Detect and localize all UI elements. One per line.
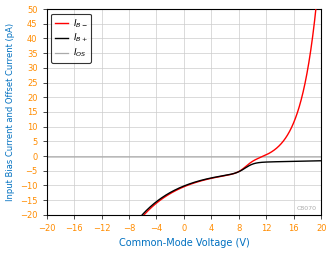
Line: $I_{B-}$: $I_{B-}$ xyxy=(46,161,321,254)
$I_{OS}$ xyxy=(44,155,48,158)
Line: $I_{B+}$: $I_{B+}$ xyxy=(46,0,321,254)
$I_{OS}$ xyxy=(171,155,175,158)
$I_{B+}$ xyxy=(261,155,265,158)
Text: C8070: C8070 xyxy=(297,206,317,211)
$I_{B+}$ xyxy=(311,31,315,35)
X-axis label: Common-Mode Voltage (V): Common-Mode Voltage (V) xyxy=(119,239,249,248)
$I_{B-}$ xyxy=(319,159,323,162)
$I_{B-}$ xyxy=(171,189,175,193)
Y-axis label: Input Bias Current and Offset Current (pA): Input Bias Current and Offset Current (p… xyxy=(6,23,15,201)
$I_{OS}$ xyxy=(178,155,182,158)
$I_{B-}$ xyxy=(311,160,315,163)
$I_{B-}$ xyxy=(261,161,265,164)
$I_{B-}$ xyxy=(178,186,182,189)
$I_{B-}$ xyxy=(311,160,315,163)
$I_{B+}$ xyxy=(311,30,315,34)
Legend: $I_{B-}$, $I_{B+}$, $I_{OS}$: $I_{B-}$, $I_{B+}$, $I_{OS}$ xyxy=(51,13,91,63)
$I_{OS}$ xyxy=(261,155,265,158)
$I_{OS}$ xyxy=(311,155,315,158)
$I_{B+}$ xyxy=(178,187,182,190)
$I_{OS}$ xyxy=(59,155,63,158)
$I_{OS}$ xyxy=(319,155,323,158)
$I_{B+}$ xyxy=(171,190,175,194)
$I_{OS}$ xyxy=(311,155,315,158)
